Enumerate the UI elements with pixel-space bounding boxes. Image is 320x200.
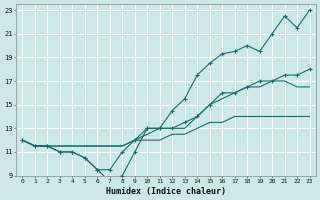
X-axis label: Humidex (Indice chaleur): Humidex (Indice chaleur) [106,187,226,196]
